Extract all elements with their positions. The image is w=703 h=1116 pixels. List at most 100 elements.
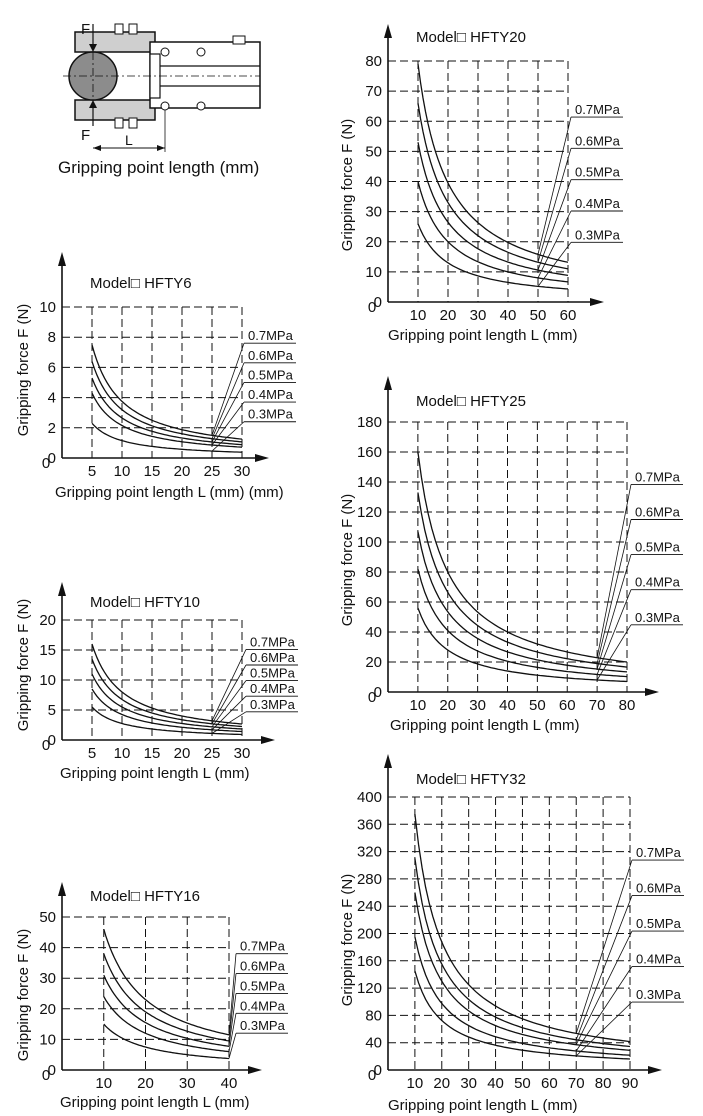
x-axis-label: Gripping point length L (mm) (mm) (55, 484, 284, 501)
series-line-0_3MPa (417, 607, 628, 683)
chart-title: Model□ HFTY6 (90, 275, 192, 292)
legend-label: 0.3MPa (240, 1018, 286, 1033)
y-tick-label: 10 (39, 672, 56, 689)
chart-title: Model□ HFTY10 (90, 594, 200, 611)
bolt (128, 117, 138, 129)
legend-label: 0.3MPa (575, 227, 621, 242)
legend-leader (575, 1001, 633, 1057)
legend-leader (228, 973, 237, 1041)
y-tick-label: 240 (357, 898, 382, 915)
y-tick-label: 20 (39, 612, 56, 629)
series-line-0_6MPa (91, 361, 243, 443)
legend-label: 0.7MPa (635, 469, 681, 484)
series-line-0_7MPa (103, 929, 230, 1036)
x-tick-label: 40 (499, 697, 516, 714)
series-line-0_6MPa (103, 953, 230, 1042)
y-axis-label: Gripping force F (N) (339, 494, 356, 627)
legend-label: 0.4MPa (250, 681, 296, 696)
y-tick-label: 5 (48, 702, 56, 719)
series-line-0_5MPa (91, 377, 243, 446)
x-tick-label: 0 (42, 1067, 50, 1084)
x-axis-label: Gripping point length L (mm) (60, 765, 250, 782)
x-tick-label: 50 (514, 1075, 531, 1092)
legend-label: 0.6MPa (636, 881, 682, 896)
x-tick-label: 0 (42, 455, 50, 472)
series-line-0_6MPa (417, 492, 628, 668)
bolt (232, 35, 246, 45)
y-tick-label: 80 (365, 53, 382, 70)
series-line-0_4MPa (91, 392, 243, 448)
y-tick-label: 10 (39, 299, 56, 316)
y-tick-label: 6 (48, 359, 56, 376)
series-line-0_3MPa (417, 223, 569, 290)
x-tick-label: 0 (368, 299, 376, 316)
screw (196, 47, 206, 57)
x-tick-label: 0 (368, 1067, 376, 1084)
y-tick-label: 0 (48, 732, 56, 749)
x-tick-label: 80 (619, 697, 636, 714)
legend-label: 0.6MPa (575, 133, 621, 148)
force-arrowhead-top (89, 44, 97, 52)
x-tick-label: 10 (95, 1075, 112, 1092)
y-tick-label: 180 (357, 414, 382, 431)
screw (160, 47, 170, 57)
y-tick-label: 40 (365, 174, 382, 191)
x-tick-label: 20 (137, 1075, 154, 1092)
series-line-0_5MPa (417, 142, 569, 277)
legend-label: 0.3MPa (636, 987, 682, 1002)
y-axis-arrowhead (384, 24, 392, 38)
y-tick-label: 100 (357, 534, 382, 551)
y-tick-label: 0 (48, 1062, 56, 1079)
legend-leader (228, 1033, 237, 1059)
x-tick-label: 80 (595, 1075, 612, 1092)
legend-leader (211, 421, 245, 452)
legend-label: 0.5MPa (240, 978, 286, 993)
x-tick-label: 40 (221, 1075, 238, 1092)
y-tick-label: 200 (357, 926, 382, 943)
x-tick-label: 40 (500, 307, 517, 324)
x-tick-label: 50 (530, 307, 547, 324)
x-tick-label: 60 (560, 307, 577, 324)
y-axis-label: Gripping force F (N) (15, 929, 32, 1062)
x-axis-label: Gripping point length L (mm) (388, 327, 578, 344)
series-line-0_4MPa (103, 996, 230, 1053)
y-tick-label: 30 (365, 204, 382, 221)
x-tick-label: 60 (559, 697, 576, 714)
y-tick-label: 50 (39, 909, 56, 926)
legend-label: 0.5MPa (635, 540, 681, 555)
x-tick-label: 70 (568, 1075, 585, 1092)
series-line-0_5MPa (91, 673, 243, 730)
x-axis-label: Gripping point length L (mm) (388, 1097, 578, 1114)
x-tick-label: 50 (529, 697, 546, 714)
x-tick-label: 30 (234, 745, 251, 762)
y-axis-arrowhead (384, 376, 392, 390)
legend-leader (596, 484, 632, 658)
x-tick-label: 20 (439, 697, 456, 714)
legend-label: 0.4MPa (575, 196, 621, 211)
force-label-bottom: F (81, 127, 90, 144)
series-line-0_3MPa (103, 1023, 230, 1060)
series-line-0_7MPa (417, 451, 628, 663)
series-line-0_4MPa (414, 936, 631, 1056)
legend-leader (596, 554, 632, 670)
y-tick-label: 10 (39, 1031, 56, 1048)
y-tick-label: 320 (357, 844, 382, 861)
dimension-arrowhead (93, 145, 101, 151)
legend-leader (211, 362, 245, 439)
legend-leader (211, 401, 245, 446)
legend-leader (228, 993, 237, 1047)
legend-label: 0.7MPa (250, 634, 296, 649)
legend-leader (596, 519, 632, 664)
y-tick-label: 30 (39, 970, 56, 987)
y-tick-label: 160 (357, 953, 382, 970)
legend-leader (228, 953, 237, 1035)
y-tick-label: 0 (374, 294, 382, 311)
y-tick-label: 2 (48, 420, 56, 437)
y-tick-label: 40 (365, 624, 382, 641)
y-tick-label: 400 (357, 789, 382, 806)
y-axis-arrowhead (58, 882, 66, 896)
y-axis-label: Gripping force F (N) (339, 119, 356, 252)
chart-title: Model□ HFTY20 (416, 29, 526, 46)
legend-leader (537, 242, 572, 287)
